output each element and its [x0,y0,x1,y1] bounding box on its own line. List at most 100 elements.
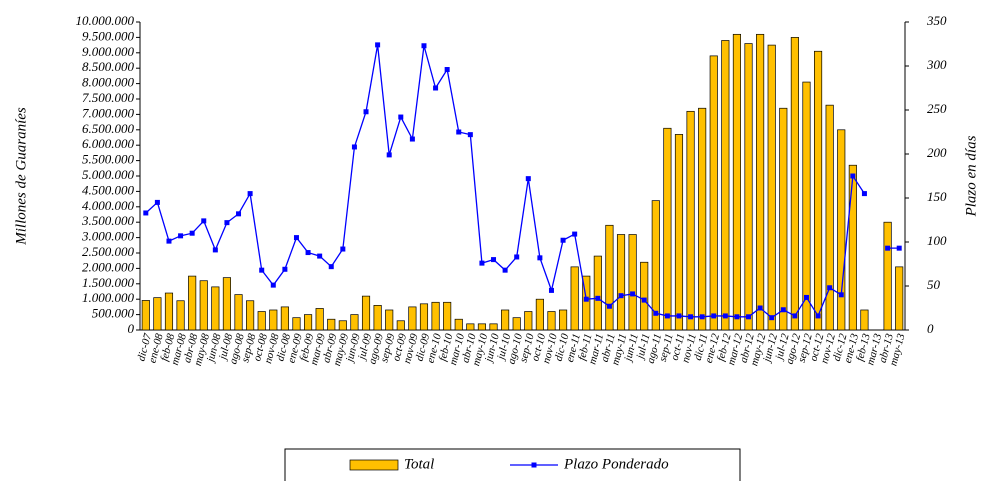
bar [338,320,347,331]
bar [547,311,556,331]
bar [860,309,869,331]
bar [512,317,521,331]
line-marker [224,220,230,226]
bar [570,266,579,331]
y-tick-label: 2.500.000 [82,244,135,259]
bar [246,300,255,331]
line-marker [792,313,798,319]
bar [292,317,301,331]
y-tick-label: 4.500.000 [82,182,135,197]
bar [709,55,718,331]
y-tick-label: 6.500.000 [82,121,135,136]
line-marker [514,254,520,260]
line-marker [340,246,346,252]
line-marker [606,303,612,309]
legend-label: Plazo Ponderado [563,456,669,472]
bar [350,314,359,331]
y-tick-label: 2.000.000 [82,259,135,274]
line-marker [398,114,404,120]
bar [628,234,637,331]
line-marker [375,42,381,48]
bar [234,294,243,331]
line-marker [560,237,566,243]
bar [663,127,672,331]
line-marker [699,314,705,320]
y2-axis-title: Plazo en días [963,135,979,217]
y-tick-label: 9.000.000 [82,44,135,59]
line-marker [618,293,624,299]
line-marker [548,287,554,293]
line-marker [757,305,763,311]
line-marker [630,291,636,297]
line-marker [896,245,902,251]
line-marker [201,218,207,224]
line-marker [491,257,497,263]
bar [454,318,463,331]
line-marker [711,313,717,319]
bar [883,221,892,331]
line-marker [664,313,670,319]
legend-label: Total [404,456,434,472]
bar [176,300,185,331]
bar [524,311,533,331]
bar [686,110,695,331]
line-marker [850,173,856,179]
line-marker [653,310,659,316]
bar [408,306,417,331]
line-marker [537,255,543,261]
line-marker [363,109,369,115]
bar [779,107,788,331]
bar [489,323,498,331]
line-marker [746,314,752,320]
line-marker [386,152,392,158]
line-marker [143,210,149,216]
line-marker [178,233,184,239]
y-tick-label: 0 [128,321,135,336]
bar [373,305,382,331]
y2-tick-label: 200 [927,145,947,160]
line-marker [595,295,601,301]
bar [535,298,544,331]
line-marker [270,282,276,288]
bar [744,43,753,331]
bar [559,309,568,331]
line-marker [861,191,867,197]
y-axis-title: Millones de Guaraníes [13,107,29,246]
bar [802,81,811,331]
y-tick-label: 7.000.000 [82,105,135,120]
line-marker [282,266,288,272]
y2-tick-label: 0 [927,321,934,336]
line-marker [259,267,265,273]
bar [790,37,799,331]
line-marker [317,253,323,259]
bar [582,275,591,331]
bar [674,134,684,331]
line-marker [803,294,809,300]
bar [814,50,823,331]
bar [315,308,324,331]
bar [304,314,313,331]
bar [199,280,208,331]
line-marker [247,191,253,197]
y-tick-label: 500.000 [92,306,135,321]
line-marker [502,267,508,273]
bar [188,275,197,331]
y-tick-label: 5.500.000 [82,152,135,167]
bar [211,286,220,331]
bar [141,300,150,331]
line-marker [885,245,891,251]
line-marker [583,296,589,302]
y2-tick-label: 150 [927,189,947,204]
bar [396,320,405,331]
bar [477,323,486,331]
line-marker [641,297,647,303]
line-marker [838,292,844,298]
bar [825,104,834,331]
bar [837,129,846,331]
line-marker [467,132,473,138]
line-marker [572,231,578,237]
bar [443,301,452,331]
y-tick-label: 7.500.000 [82,90,135,105]
y-tick-label: 9.500.000 [82,28,135,43]
line-marker [479,260,485,266]
